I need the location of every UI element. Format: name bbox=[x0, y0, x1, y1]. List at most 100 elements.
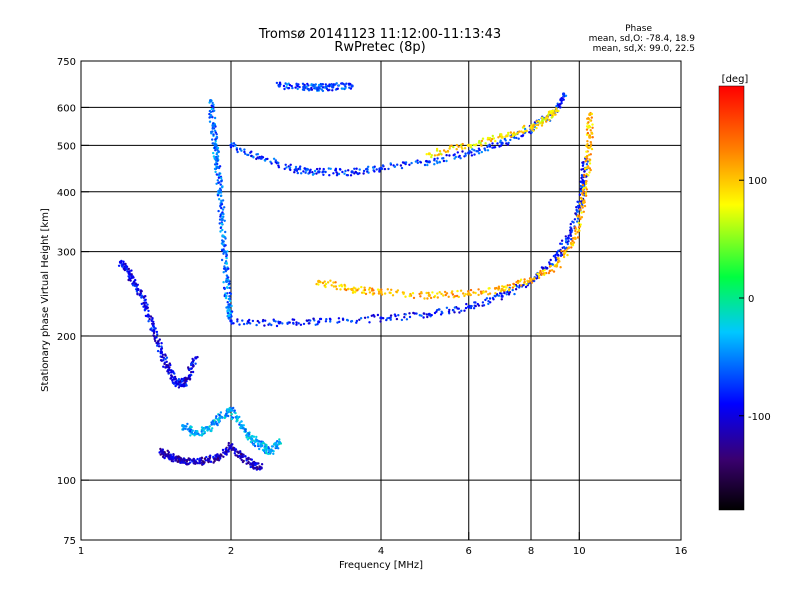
echo-point bbox=[574, 226, 577, 229]
y-tick-label: 100 bbox=[57, 476, 76, 487]
echo-point bbox=[234, 454, 237, 457]
echo-point bbox=[540, 116, 544, 119]
echo-point bbox=[215, 182, 218, 185]
echo-point bbox=[427, 291, 430, 295]
echo-point bbox=[218, 172, 221, 175]
echo-point bbox=[366, 167, 369, 170]
echo-point bbox=[200, 430, 203, 433]
echo-point bbox=[213, 457, 216, 461]
echo-point bbox=[496, 142, 499, 145]
echo-point bbox=[285, 166, 288, 169]
echo-point bbox=[305, 319, 308, 322]
echo-point bbox=[194, 362, 197, 365]
trace-point bbox=[582, 180, 586, 184]
echo-point bbox=[488, 297, 492, 300]
trace-point bbox=[209, 99, 213, 103]
echo-point bbox=[474, 301, 477, 304]
echo-point bbox=[502, 285, 505, 289]
echo-point bbox=[404, 295, 407, 298]
echo-point bbox=[383, 167, 387, 171]
echo-point bbox=[160, 342, 163, 345]
echo-point bbox=[200, 426, 204, 429]
echo-point bbox=[497, 285, 501, 288]
echo-point bbox=[208, 425, 211, 428]
echo-point bbox=[221, 448, 225, 452]
echo-point bbox=[230, 315, 233, 318]
echo-point bbox=[459, 289, 463, 292]
echo-point bbox=[314, 83, 317, 86]
echo-point bbox=[172, 376, 175, 380]
echo-point bbox=[315, 282, 318, 286]
echo-point bbox=[222, 281, 225, 284]
echo-point bbox=[255, 462, 258, 465]
echo-point bbox=[508, 283, 512, 287]
echo-point bbox=[562, 98, 565, 101]
echo-point bbox=[580, 200, 583, 203]
echo-point bbox=[415, 312, 418, 315]
echo-point bbox=[238, 423, 241, 426]
echo-point bbox=[578, 208, 582, 211]
x-axis-ticks: 1 2 4 6 8 10 16 bbox=[78, 532, 687, 557]
echo-point bbox=[266, 157, 269, 161]
echo-point bbox=[448, 147, 451, 150]
echo-point bbox=[458, 154, 461, 158]
echo-point bbox=[347, 169, 350, 172]
echo-point bbox=[236, 419, 239, 422]
echo-point bbox=[480, 139, 484, 143]
echo-point bbox=[543, 269, 546, 272]
echo-point bbox=[250, 150, 253, 153]
echo-point bbox=[571, 244, 575, 247]
echo-point bbox=[525, 282, 528, 286]
echo-point bbox=[240, 149, 243, 152]
echo-point bbox=[297, 322, 300, 325]
echo-point bbox=[270, 162, 273, 165]
echo-point bbox=[327, 167, 330, 170]
trace-point bbox=[174, 380, 178, 384]
trace-point bbox=[500, 287, 504, 292]
echo-point bbox=[464, 293, 467, 296]
echo-point bbox=[577, 214, 581, 217]
echo-point bbox=[418, 292, 421, 296]
trace-point bbox=[229, 408, 233, 412]
echo-point bbox=[454, 155, 457, 159]
echo-point bbox=[121, 265, 124, 268]
echo-point bbox=[188, 461, 192, 464]
echo-point bbox=[554, 113, 557, 116]
echo-point bbox=[299, 165, 302, 168]
echo-point bbox=[492, 298, 495, 301]
echo-point bbox=[270, 445, 274, 448]
echo-point bbox=[581, 164, 585, 167]
y-axis-label: Stationary phase Virtual Height [km] bbox=[40, 208, 51, 392]
echo-point bbox=[132, 280, 136, 284]
echo-point bbox=[433, 157, 436, 161]
echo-point bbox=[586, 131, 590, 135]
trace-point bbox=[250, 437, 254, 441]
echo-point bbox=[552, 270, 556, 273]
echo-point bbox=[585, 163, 589, 166]
echo-point bbox=[210, 423, 213, 426]
echo-point bbox=[211, 130, 214, 133]
echo-point bbox=[186, 422, 189, 426]
echo-point bbox=[241, 427, 245, 430]
y-tick-label: 75 bbox=[63, 536, 76, 547]
echo-point bbox=[589, 129, 592, 132]
echo-point bbox=[571, 239, 574, 243]
echo-point bbox=[481, 137, 485, 140]
echo-point bbox=[232, 446, 235, 449]
echo-point bbox=[169, 369, 173, 372]
echo-point bbox=[584, 191, 588, 194]
trace-point bbox=[350, 287, 354, 292]
echo-point bbox=[433, 311, 437, 315]
echo-point bbox=[474, 144, 477, 147]
echo-point bbox=[383, 292, 387, 295]
trace-point bbox=[554, 109, 559, 113]
echo-point bbox=[497, 136, 500, 139]
echo-point bbox=[184, 378, 187, 382]
echo-point bbox=[495, 286, 498, 290]
echo-point bbox=[362, 172, 365, 175]
echo-point bbox=[487, 287, 490, 290]
echo-point bbox=[229, 299, 232, 303]
echo-point bbox=[358, 168, 361, 171]
echo-point bbox=[267, 447, 270, 450]
echo-point bbox=[328, 174, 331, 177]
